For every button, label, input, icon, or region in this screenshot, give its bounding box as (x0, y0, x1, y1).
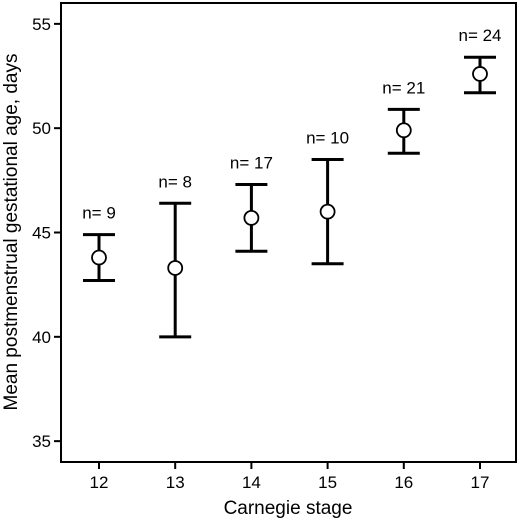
n-label-12: n= 9 (82, 204, 116, 223)
x-axis-label: Carnegie stage (224, 498, 353, 519)
y-tick-label-40: 40 (32, 328, 51, 347)
y-axis: 35 40 45 50 55 (32, 15, 61, 451)
x-axis: 12 13 14 15 16 17 (90, 462, 490, 492)
plot-frame (60, 2, 517, 463)
y-tick-label-55: 55 (32, 15, 51, 34)
n-label-17: n= 24 (458, 26, 501, 45)
x-tick-label-12: 12 (90, 473, 109, 492)
x-tick-label-15: 15 (318, 473, 337, 492)
y-axis-label: Mean postmenstrual gestational age, days (1, 54, 22, 411)
x-tick-label-14: 14 (242, 473, 261, 492)
data-marks: n= 9 n= 8 n= 17 n= 10 n= 21 n= 24 (82, 26, 502, 339)
n-label-13: n= 8 (158, 172, 192, 191)
y-tick-label-35: 35 (32, 432, 51, 451)
mean-point-13 (167, 260, 184, 276)
mean-point-15 (319, 203, 336, 220)
n-label-15: n= 10 (306, 128, 349, 147)
x-tick-label-13: 13 (166, 473, 185, 492)
mean-point-14 (243, 209, 260, 226)
y-tick-label-45: 45 (32, 224, 51, 243)
mean-point-12 (91, 249, 107, 266)
n-label-16: n= 21 (382, 78, 425, 97)
y-tick-label-50: 50 (32, 119, 51, 138)
x-tick-label-16: 16 (394, 473, 413, 492)
mean-point-16 (395, 122, 412, 139)
n-label-14: n= 17 (230, 154, 273, 173)
mean-point-17 (472, 66, 488, 82)
x-tick-label-17: 17 (471, 473, 490, 492)
